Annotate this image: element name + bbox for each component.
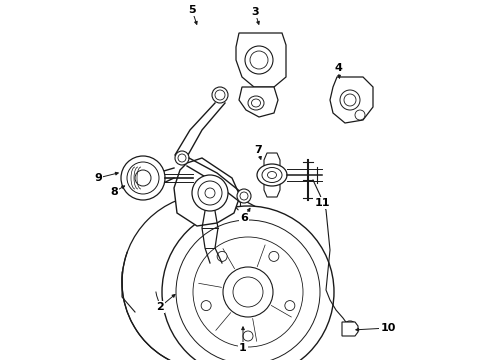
Text: 6: 6 [240,213,248,223]
Circle shape [127,162,159,194]
Text: 5: 5 [188,5,196,15]
Circle shape [269,251,279,261]
Circle shape [162,206,334,360]
Circle shape [217,251,227,261]
Circle shape [122,194,298,360]
Text: 9: 9 [94,173,102,183]
Ellipse shape [248,96,264,110]
Circle shape [355,110,365,120]
Circle shape [193,237,303,347]
Polygon shape [174,158,240,226]
Circle shape [250,51,268,69]
Circle shape [175,151,189,165]
Polygon shape [239,87,278,117]
Circle shape [178,154,186,162]
Circle shape [223,267,273,317]
Polygon shape [264,153,280,197]
Circle shape [126,178,134,186]
Circle shape [201,301,211,311]
Text: 8: 8 [110,187,118,197]
Ellipse shape [257,164,287,186]
Ellipse shape [251,99,261,107]
Circle shape [198,181,222,205]
Circle shape [240,192,248,200]
Circle shape [205,188,215,198]
Circle shape [215,90,225,100]
Circle shape [192,175,228,211]
Circle shape [343,321,357,335]
Text: 1: 1 [239,343,247,353]
Text: 10: 10 [380,323,396,333]
Text: 4: 4 [334,63,342,73]
Circle shape [176,220,320,360]
Circle shape [245,46,273,74]
Polygon shape [236,33,286,87]
Circle shape [285,301,295,311]
Circle shape [344,94,356,106]
Text: 7: 7 [254,145,262,155]
Text: 2: 2 [156,302,164,312]
Circle shape [243,331,253,341]
Circle shape [340,90,360,110]
Circle shape [123,175,137,189]
Circle shape [346,324,354,332]
Ellipse shape [262,167,282,183]
Circle shape [135,170,151,186]
Circle shape [233,277,263,307]
Ellipse shape [268,171,276,179]
Text: 11: 11 [314,198,330,208]
Polygon shape [342,322,358,336]
Circle shape [180,252,240,312]
Circle shape [121,156,165,200]
Circle shape [237,189,251,203]
Polygon shape [330,77,373,123]
Text: 3: 3 [251,7,259,17]
Circle shape [212,87,228,103]
